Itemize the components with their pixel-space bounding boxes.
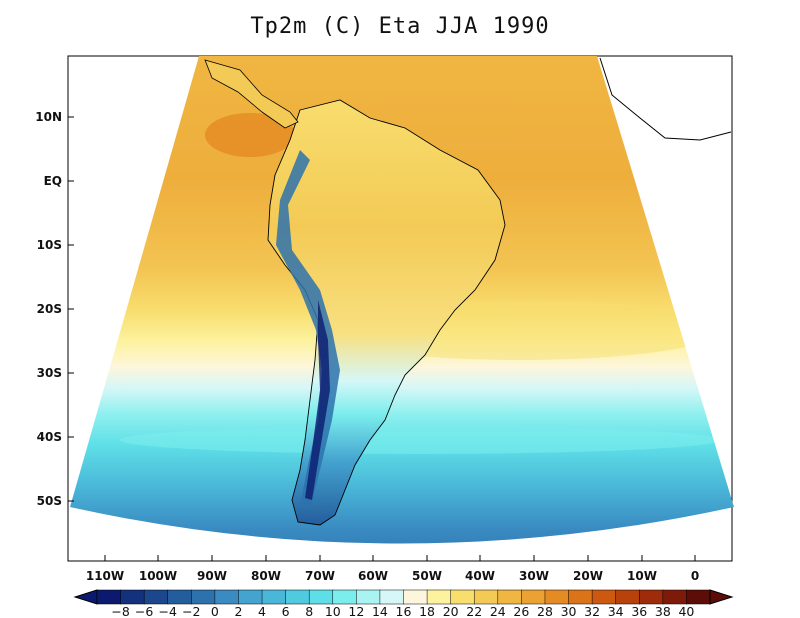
colorbar-swatch [521,589,546,605]
colorbar-label: 6 [282,604,290,618]
colorbar-swatch [662,589,688,605]
colorbar-swatch [356,589,381,605]
central-america-land [204,59,299,129]
lon-tick-label: 80W [251,569,281,583]
lon-tick-label: 10W [627,569,657,583]
colorbar-label: 22 [466,604,482,618]
colorbar-label: 8 [305,604,313,618]
colorbar-label: 32 [584,604,600,618]
colorbar-label: 26 [513,604,529,618]
colorbar-arrow-high [709,589,734,605]
colorbar-swatch [497,589,523,605]
lon-axis: 110W 100W 90W 80W 70W 60W 50W 40W 30W 20… [86,555,699,583]
colorbar-swatch [332,589,358,605]
colorbar-swatch [686,589,711,605]
lat-tick-label: EQ [44,174,62,188]
colorbar-swatch [615,589,641,605]
colorbar-label: 14 [372,604,388,618]
colorbar-swatch [214,589,240,605]
colorbar-label: 12 [348,604,364,618]
colorbar-label: 4 [258,604,266,618]
colorbar-label: 0 [211,604,219,618]
lon-tick-label: 40W [465,569,495,583]
colorbar-label: −8 [111,604,129,618]
colorbar-swatch [639,589,664,605]
colorbar-swatch [544,589,570,605]
map-title: Tp2m (C) Eta JJA 1990 [250,14,550,39]
colorbar-label: 24 [490,604,506,618]
lon-tick-label: 90W [197,569,227,583]
lat-axis: 10N EQ 10S 20S 30S 40S 50S [35,110,74,508]
andes-cold-core [305,300,330,500]
lon-tick-label: 100W [139,569,177,583]
colorbar-label: 2 [234,604,242,618]
colorbar-arrow-low [73,589,98,605]
lat-tick-label: 10S [37,238,62,252]
colorbar-swatch [167,589,193,605]
colorbar-label: 34 [608,604,624,618]
colorbar-label: 10 [325,604,341,618]
colorbar-swatch [120,589,145,605]
lat-tick-label: 40S [37,430,62,444]
colorbar-label: −6 [135,604,153,618]
colorbar-swatch [403,589,428,605]
lat-tick-label: 20S [37,302,62,316]
colorbar-swatch [96,589,122,605]
colorbar: −8 −6 −4 −2 0 2 4 6 8 10 12 14 16 18 20 22 24 26 28 30 32 34 3… [73,589,734,618]
lon-tick-label: 50W [412,569,442,583]
colorbar-swatch [143,589,169,605]
lat-tick-label: 50S [37,494,62,508]
lat-tick-label: 10N [35,110,62,124]
lon-tick-label: 30W [519,569,549,583]
colorbar-swatch [191,589,216,605]
colorbar-label: 18 [419,604,435,618]
lat-tick-label: 30S [37,366,62,380]
lon-tick-label: 60W [358,569,388,583]
colorbar-swatch [450,589,475,605]
colorbar-label: 28 [537,604,553,618]
colorbar-label: 38 [655,604,671,618]
colorbar-swatch [379,589,405,605]
colorbar-label: 36 [631,604,647,618]
colorbar-swatch [591,589,617,605]
lon-tick-label: 20W [573,569,603,583]
colorbar-label: −4 [159,604,177,618]
colorbar-swatch [568,589,593,605]
lon-tick-label: 0 [691,569,699,583]
colorbar-label: 30 [561,604,577,618]
colorbar-label: 16 [396,604,412,618]
colorbar-swatch [238,589,263,605]
colorbar-swatch [426,589,452,605]
colorbar-swatch [473,589,499,605]
colorbar-label: 40 [678,604,694,618]
africa-coastline [599,57,732,141]
lon-tick-label: 110W [86,569,124,583]
colorbar-swatch [285,589,310,605]
colorbar-label: 20 [443,604,459,618]
colorbar-label: −2 [182,604,200,618]
colorbar-swatch [261,589,287,605]
lon-tick-label: 70W [305,569,335,583]
colorbar-swatch [308,589,334,605]
